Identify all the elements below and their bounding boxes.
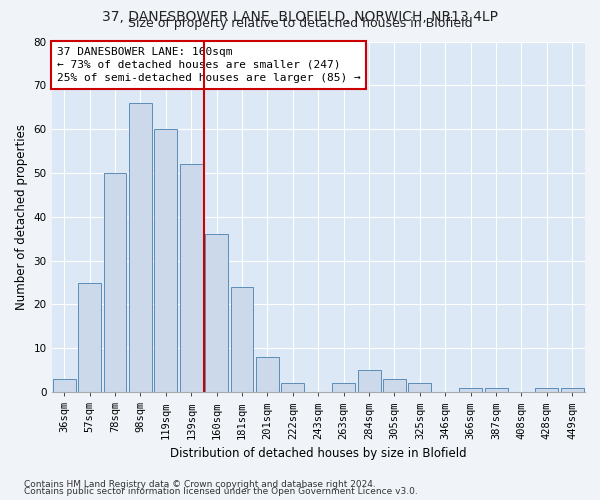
Y-axis label: Number of detached properties: Number of detached properties — [15, 124, 28, 310]
X-axis label: Distribution of detached houses by size in Blofield: Distribution of detached houses by size … — [170, 447, 467, 460]
Bar — [256, 357, 279, 392]
Text: Size of property relative to detached houses in Blofield: Size of property relative to detached ho… — [128, 18, 472, 30]
Text: Contains public sector information licensed under the Open Government Licence v3: Contains public sector information licen… — [24, 487, 418, 496]
Bar — [459, 388, 482, 392]
Bar — [230, 287, 253, 392]
Bar — [104, 173, 127, 392]
Bar — [78, 282, 101, 392]
Bar — [154, 129, 177, 392]
Bar — [281, 384, 304, 392]
Bar — [561, 388, 584, 392]
Bar — [409, 384, 431, 392]
Bar — [383, 379, 406, 392]
Bar — [535, 388, 559, 392]
Bar — [129, 103, 152, 392]
Bar — [485, 388, 508, 392]
Text: Contains HM Land Registry data © Crown copyright and database right 2024.: Contains HM Land Registry data © Crown c… — [24, 480, 376, 489]
Text: 37, DANESBOWER LANE, BLOFIELD, NORWICH, NR13 4LP: 37, DANESBOWER LANE, BLOFIELD, NORWICH, … — [102, 10, 498, 24]
Bar — [205, 234, 228, 392]
Bar — [332, 384, 355, 392]
Bar — [358, 370, 380, 392]
Bar — [180, 164, 203, 392]
Bar — [53, 379, 76, 392]
Text: 37 DANESBOWER LANE: 160sqm
← 73% of detached houses are smaller (247)
25% of sem: 37 DANESBOWER LANE: 160sqm ← 73% of deta… — [57, 47, 361, 83]
